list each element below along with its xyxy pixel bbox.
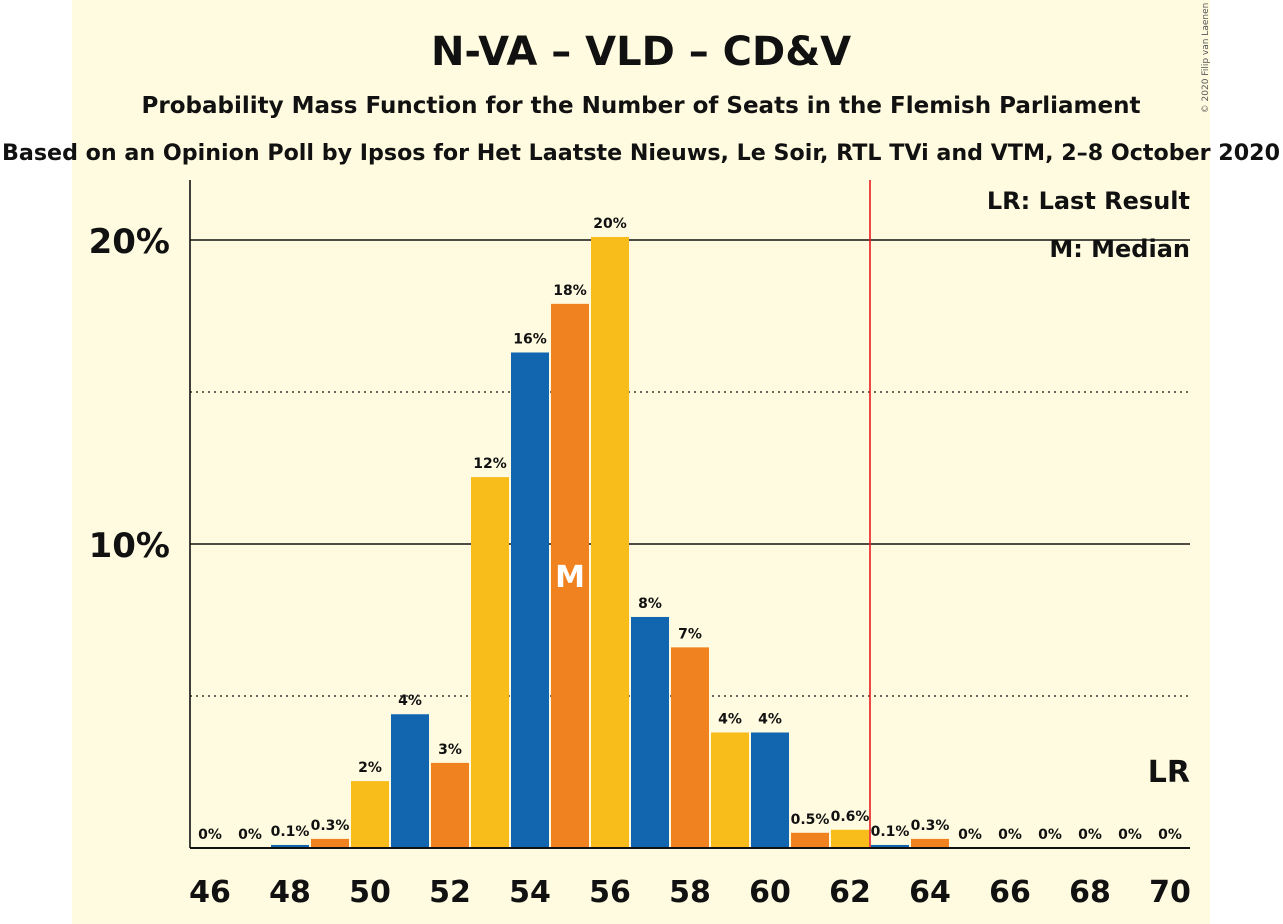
data-label-62: 0.6%: [831, 809, 870, 825]
last-result-label: LR: [1148, 755, 1190, 790]
legend-median: M: Median: [1049, 235, 1190, 263]
data-label-51: 4%: [398, 693, 422, 709]
bar-60: [751, 732, 789, 848]
bar-62: [831, 829, 869, 848]
x-tick-label-64: 64: [909, 875, 951, 910]
x-tick-label-56: 56: [589, 875, 631, 910]
data-label-67: 0%: [1038, 827, 1062, 843]
chart-title: N-VA – VLD – CD&V: [431, 29, 851, 75]
data-label-47: 0%: [238, 827, 262, 843]
data-label-65: 0%: [958, 827, 982, 843]
legend-last-result: LR: Last Result: [987, 187, 1190, 215]
data-label-52: 3%: [438, 742, 462, 758]
data-label-70: 0%: [1158, 827, 1182, 843]
data-label-61: 0.5%: [791, 812, 830, 828]
x-tick-label-58: 58: [669, 875, 711, 910]
x-tick-label-66: 66: [989, 875, 1031, 910]
data-label-49: 0.3%: [311, 818, 350, 834]
data-label-56: 20%: [593, 216, 627, 232]
data-label-68: 0%: [1078, 827, 1102, 843]
data-label-66: 0%: [998, 827, 1022, 843]
x-tick-label-52: 52: [429, 875, 471, 910]
axis-layer: 10% 20% 46 48 50 52 54 56 58 60 62 64 66 68 70: [89, 180, 1191, 910]
data-label-60: 4%: [758, 711, 782, 727]
chart-subtitle: Probability Mass Function for the Number…: [142, 93, 1141, 119]
y-tick-label: 10%: [89, 526, 170, 566]
chart-source: Based on an Opinion Poll by Ipsos for He…: [2, 141, 1280, 166]
data-label-48: 0.1%: [271, 824, 310, 840]
data-label-69: 0%: [1118, 827, 1142, 843]
bar-61: [791, 832, 829, 848]
x-tick-label-50: 50: [349, 875, 391, 910]
bar-64: [911, 838, 949, 848]
x-tick-label-46: 46: [189, 875, 231, 910]
y-tick-label: 20%: [89, 222, 170, 262]
bar-51: [391, 714, 429, 848]
data-label-59: 4%: [718, 711, 742, 727]
data-label-55: 18%: [553, 283, 587, 299]
data-label-53: 12%: [473, 456, 507, 472]
bar-52: [431, 762, 469, 848]
bar-63: [871, 844, 909, 848]
bar-49: [311, 838, 349, 848]
bar-57: [631, 616, 669, 848]
copyright-text: © 2020 Filip van Laenen: [1201, 3, 1211, 114]
bar-58: [671, 647, 709, 848]
bar-56: [591, 236, 629, 848]
labels-layer: 0% 0% 0.1% 0.3%2%4%3%12%16%18%20%8%7%4% 4%0.…: [198, 216, 1190, 843]
x-tick-label-68: 68: [1069, 875, 1111, 910]
bars-layer: [271, 236, 949, 849]
x-tick-label-70: 70: [1149, 875, 1191, 910]
data-label-54: 16%: [513, 331, 547, 347]
bar-54: [511, 352, 549, 848]
x-tick-label-60: 60: [749, 875, 791, 910]
x-tick-label-48: 48: [269, 875, 311, 910]
x-tick-label-62: 62: [829, 875, 871, 910]
bar-53: [471, 477, 509, 848]
x-tick-label-54: 54: [509, 875, 551, 910]
data-label-57: 8%: [638, 596, 662, 612]
data-label-63: 0.1%: [871, 824, 910, 840]
bar-50: [351, 781, 389, 848]
data-label-64: 0.3%: [911, 818, 950, 834]
bar-48: [271, 844, 309, 848]
data-label-58: 7%: [678, 626, 702, 642]
data-label-50: 2%: [358, 760, 382, 776]
bar-55: [551, 303, 589, 849]
bar-59: [711, 732, 749, 848]
median-marker: M: [555, 560, 585, 595]
data-label-46: 0%: [198, 827, 222, 843]
